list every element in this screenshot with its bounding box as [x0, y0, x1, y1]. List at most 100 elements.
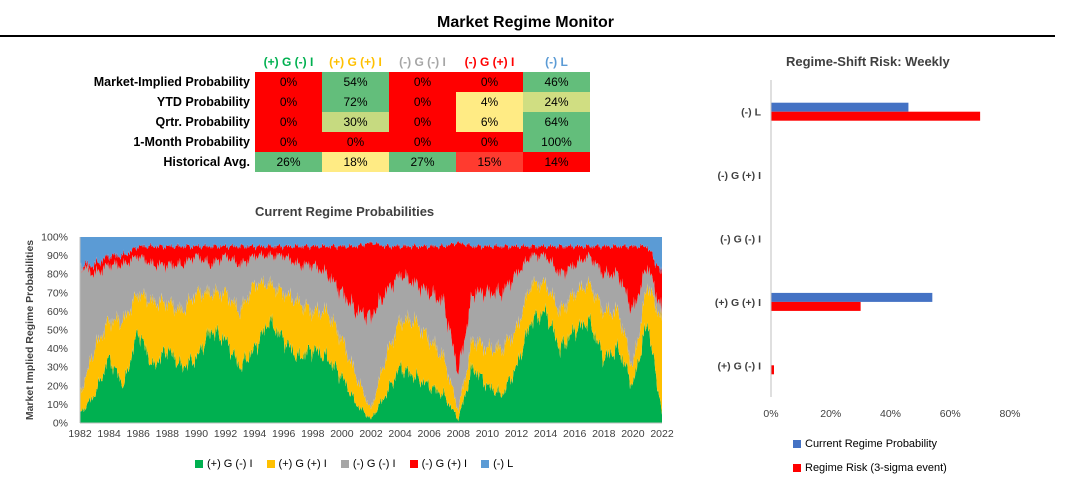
bar-category-label: (-) G (+) I: [718, 170, 762, 182]
y-tick-label: 10%: [47, 399, 68, 411]
area-series-1: [80, 275, 662, 422]
table-cell: 14%: [523, 152, 590, 172]
x-tick-label: 2002: [359, 428, 383, 440]
bar-chart-title: Regime-Shift Risk: Weekly: [786, 54, 950, 69]
bar-risk: [771, 301, 861, 311]
x-tick-label: 2008: [447, 428, 471, 440]
legend-swatch: [266, 460, 275, 468]
bar-category-label: (-) L: [741, 107, 761, 119]
bar-current: [771, 102, 909, 112]
x-tick-label: 2014: [534, 428, 558, 440]
legend-label: (-) G (-) I: [352, 458, 396, 470]
legend-item-g-minus-i-plus: (-) G (+) I: [409, 458, 467, 470]
y-tick-label: 30%: [47, 362, 68, 374]
row-label: Qrtr. Probability: [155, 115, 250, 129]
bar-risk: [771, 111, 981, 121]
table-cell: 15%: [456, 152, 523, 172]
x-tick-label: 1992: [214, 428, 238, 440]
table-cell: 0%: [389, 92, 456, 112]
table-cell: 0%: [322, 132, 389, 152]
row-label: Market-Implied Probability: [93, 75, 250, 89]
legend-item-g-minus-i-minus: (-) G (-) I: [340, 458, 396, 470]
y-tick-label: 90%: [47, 250, 68, 262]
y-tick-label: 0%: [53, 418, 68, 430]
bar-category-label: (+) G (+) I: [715, 297, 761, 309]
legend-item-liquidity: (-) L: [481, 458, 513, 470]
row-label: YTD Probability: [156, 95, 250, 109]
x-tick-label: 1994: [243, 428, 267, 440]
header-g-minus-i-minus: (-) G (-) I: [399, 55, 446, 69]
area-series-0: [80, 302, 662, 423]
legend-swatch: [195, 460, 203, 468]
bar-risk: [771, 365, 774, 375]
legend-label: (-) L: [493, 458, 514, 470]
table-cell: 0%: [456, 72, 523, 92]
x-tick-label: 2004: [388, 428, 412, 440]
page-title: Market Regime Monitor: [437, 14, 614, 31]
legend-swatch: [409, 460, 418, 468]
y-tick-label: 50%: [47, 325, 68, 337]
table-cell: 0%: [255, 72, 322, 92]
x-tick-label: 2016: [563, 428, 587, 440]
legend-swatch: [793, 464, 801, 472]
y-axis-label: Market Implied Regime Probabilities: [24, 240, 36, 420]
x-tick-label: 1986: [127, 428, 151, 440]
y-tick-label: 60%: [47, 306, 68, 318]
table-cell: 30%: [322, 112, 389, 132]
regime-probabilities-area-chart: 0% 10% 20% 30% 40% 50% 60% 70% 80% 90% 100% 1982 198…: [24, 232, 674, 441]
table-row: 1-Month Probability 0% 0% 0% 0% 100%: [63, 132, 590, 152]
y-tick-label: 70%: [47, 287, 68, 299]
table-cell: 72%: [322, 92, 389, 112]
table-cell: 26%: [255, 152, 322, 172]
y-tick-label: 100%: [41, 232, 68, 244]
bar-x-tick-label: 0%: [763, 408, 778, 420]
legend-item-g-plus-i-minus: (+) G (-) I: [195, 458, 253, 470]
x-tick-label: 1998: [301, 428, 325, 440]
regime-shift-risk-bar-chart: (-) L (-) G (+) I (-) G (-) I (+) G (+) I (+…: [715, 80, 1021, 420]
table-cell: 0%: [389, 112, 456, 132]
x-tick-label: 1984: [97, 428, 121, 440]
area-series-4: [80, 237, 662, 275]
table-row: YTD Probability 0% 72% 0% 4% 24%: [63, 92, 590, 112]
y-tick-label: 40%: [47, 343, 68, 355]
table-header-row: (+) G (-) I (+) G (+) I (-) G (-) I (-) …: [63, 52, 590, 72]
bar-legend-risk: Regime Risk (3-sigma event): [793, 462, 947, 474]
table-cell: 0%: [389, 72, 456, 92]
table-cell: 24%: [523, 92, 590, 112]
table-cell: 27%: [389, 152, 456, 172]
x-tick-label: 1996: [272, 428, 296, 440]
bar-category-label: (+) G (-) I: [718, 360, 762, 372]
area-chart-legend: (+) G (-) I (+) G (+) I (-) G (-) I (-) …: [195, 458, 527, 470]
bar-legend-current: Current Regime Probability: [793, 438, 937, 450]
area-chart-title: Current Regime Probabilities: [255, 204, 435, 219]
probability-table: (+) G (-) I (+) G (+) I (-) G (-) I (-) …: [63, 52, 590, 172]
table-cell: 6%: [456, 112, 523, 132]
table-cell: 54%: [322, 72, 389, 92]
bar-x-tick-label: 60%: [940, 408, 961, 420]
x-tick-label: 1988: [156, 428, 180, 440]
row-label: 1-Month Probability: [133, 135, 250, 149]
legend-label: (+) G (+) I: [278, 458, 327, 470]
legend-label: Current Regime Probability: [805, 438, 938, 450]
x-tick-label: 1990: [185, 428, 209, 440]
table-cell: 18%: [322, 152, 389, 172]
table-cell: 0%: [456, 132, 523, 152]
x-tick-label: 2018: [592, 428, 616, 440]
x-tick-label: 2000: [330, 428, 354, 440]
header-g-minus-i-plus: (-) G (+) I: [464, 55, 515, 69]
x-tick-label: 1982: [68, 428, 92, 440]
legend-item-g-plus-i-plus: (+) G (+) I: [266, 458, 327, 470]
x-tick-label: 2006: [418, 428, 442, 440]
bar-x-tick-label: 20%: [820, 408, 841, 420]
table-row: Historical Avg. 26% 18% 27% 15% 14%: [63, 152, 590, 172]
bar-x-tick-label: 40%: [880, 408, 901, 420]
area-series-3: [80, 240, 662, 375]
header-g-plus-i-minus: (+) G (-) I: [263, 55, 314, 69]
x-tick-label: 2022: [650, 428, 674, 440]
legend-label: (+) G (-) I: [207, 458, 253, 470]
table-cell: 64%: [523, 112, 590, 132]
legend-swatch: [340, 460, 349, 468]
table-cell: 4%: [456, 92, 523, 112]
table-row: Market-Implied Probability 0% 54% 0% 0% 46%: [63, 72, 590, 92]
legend-label: Regime Risk (3-sigma event): [805, 462, 947, 474]
